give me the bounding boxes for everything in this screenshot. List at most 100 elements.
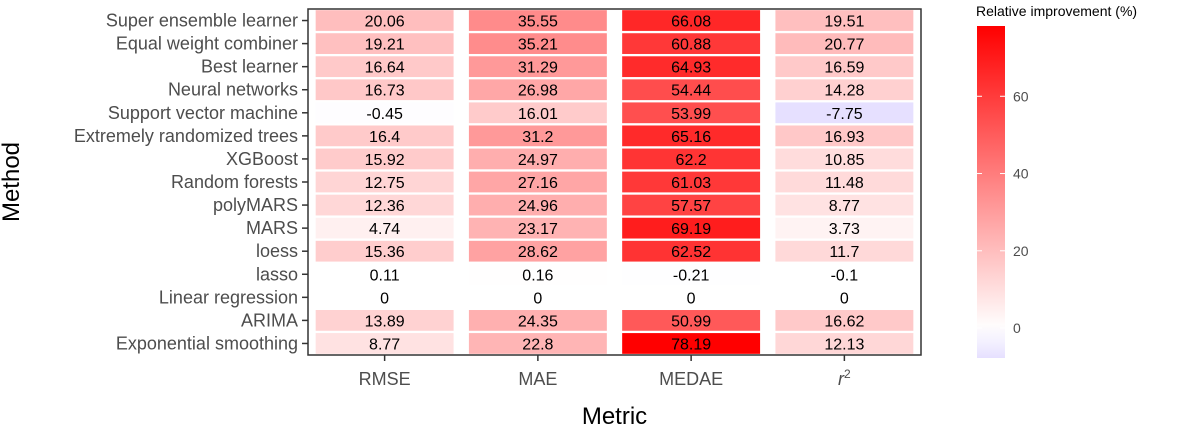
y-tick-label: Support vector machine (108, 103, 298, 123)
cell-value-label: 78.19 (671, 336, 711, 353)
cell-value-label: 61.03 (671, 175, 711, 192)
heatmap-cell (622, 148, 761, 170)
legend-tick-label: 40 (1013, 166, 1029, 182)
heatmap-cell (468, 217, 607, 239)
cell-value-label: 27.16 (518, 175, 558, 192)
heatmap-cell (622, 10, 761, 31)
cell-value-label: 35.21 (518, 37, 558, 54)
cell-value-label: 24.35 (518, 313, 558, 330)
heatmap-cell (315, 148, 454, 170)
cell-value-label: 0 (687, 290, 696, 307)
cell-value-label: -7.75 (826, 106, 863, 123)
heatmap-cell (622, 310, 761, 331)
x-tick-label: MEDAE (659, 369, 723, 389)
cell-value-label: 3.73 (829, 221, 860, 238)
cell-value-label: 24.96 (518, 198, 558, 215)
heatmap-cell (315, 310, 454, 331)
heatmap-cell (775, 263, 914, 285)
cell-value-label: 57.57 (671, 198, 711, 215)
cell-value-label: 19.21 (365, 37, 405, 54)
heatmap-cell (315, 217, 454, 239)
y-tick-label: Linear regression (159, 287, 298, 307)
heatmap-cell (622, 333, 761, 354)
heatmap-cell (315, 10, 454, 31)
heatmap-cell (468, 102, 607, 124)
heatmap-cell (468, 33, 607, 54)
cell-value-label: 0.16 (522, 267, 553, 284)
heatmap-cell (622, 102, 761, 124)
heatmap-cell (775, 33, 914, 54)
heatmap-cell (622, 217, 761, 239)
y-tick-label: MARS (246, 218, 298, 238)
heatmap-cell (775, 125, 914, 147)
cell-value-label: 4.74 (369, 221, 400, 238)
heatmap-cell (468, 171, 607, 193)
cell-value-label: 16.01 (518, 106, 558, 123)
heatmap-cell (315, 33, 454, 54)
cell-value-label: 15.36 (365, 244, 405, 261)
cell-value-label: 62.2 (676, 152, 707, 169)
legend-tick-label: 20 (1013, 243, 1029, 259)
heatmap-cell (775, 310, 914, 331)
cell-value-label: 12.75 (365, 175, 405, 192)
heatmap-cell (468, 286, 607, 308)
cell-value-label: -0.45 (366, 106, 403, 123)
heatmap-cell (622, 56, 761, 78)
heatmap-cell (468, 148, 607, 170)
x-tick-label: RMSE (359, 369, 411, 389)
cell-value-label: 60.88 (671, 37, 711, 54)
heatmap-cell (775, 148, 914, 170)
cell-value-label: 8.77 (369, 336, 400, 353)
y-tick-label: Random forests (171, 172, 298, 192)
y-tick-label: lasso (256, 264, 298, 284)
heatmap-cell (775, 333, 914, 354)
heatmap-cell (315, 333, 454, 354)
cell-value-label: 19.51 (824, 14, 864, 31)
cell-value-label: 11.48 (825, 175, 864, 192)
y-axis-title: Method (0, 142, 25, 222)
cell-value-label: 14.28 (824, 83, 864, 100)
cell-value-label: 15.92 (365, 152, 405, 169)
cell-value-label: 0.11 (370, 267, 400, 284)
cell-value-label: 50.99 (671, 313, 711, 330)
heatmap-cell (468, 263, 607, 285)
cell-value-label: 0 (380, 290, 389, 307)
cell-value-label: 53.99 (671, 106, 711, 123)
heatmap-cell (775, 56, 914, 78)
heatmap-cell (315, 125, 454, 147)
heatmap-cell (315, 102, 454, 124)
cell-value-label: 10.85 (824, 152, 864, 169)
y-tick-label: Super ensemble learner (106, 11, 298, 31)
cell-value-label: 16.59 (824, 60, 864, 77)
heatmap-cell (468, 194, 607, 216)
heatmap-cell (775, 171, 914, 193)
cell-value-label: 66.08 (671, 14, 711, 31)
cell-value-label: 12.13 (824, 336, 864, 353)
heatmap-cell (468, 310, 607, 331)
legend-title: Relative improvement (%) (976, 3, 1138, 19)
heatmap-cell (622, 79, 761, 101)
cell-value-label: 0 (840, 290, 849, 307)
heatmap-cell (775, 286, 914, 308)
heatmap-cell (315, 56, 454, 78)
x-axis-title: Metric (582, 403, 647, 430)
heatmap-cell (622, 171, 761, 193)
cell-value-label: 16.64 (365, 60, 405, 77)
cell-value-label: 54.44 (671, 83, 711, 100)
y-tick-label: Equal weight combiner (116, 34, 298, 54)
y-tick-label: loess (256, 241, 298, 261)
heatmap-cell (468, 56, 607, 78)
cell-value-label: 11.7 (829, 244, 859, 261)
cell-value-label: 20.77 (824, 37, 864, 54)
cell-value-label: 16.93 (824, 129, 864, 146)
cell-value-label: 64.93 (671, 60, 711, 77)
heatmap-cell (622, 286, 761, 308)
heatmap-cell (315, 79, 454, 101)
cell-value-label: 31.29 (518, 60, 558, 77)
y-tick-label: Best learner (201, 57, 298, 77)
heatmap-cell (775, 102, 914, 124)
heatmap-cell (622, 33, 761, 54)
cell-value-label: -0.1 (831, 267, 859, 284)
cell-value-label: 26.98 (518, 83, 558, 100)
